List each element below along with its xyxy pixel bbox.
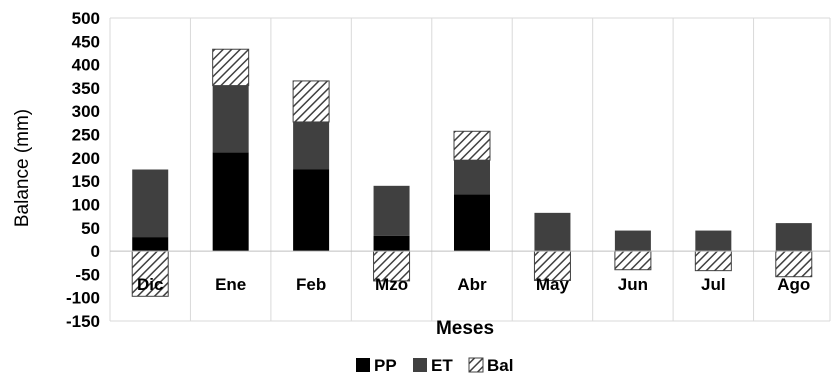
y-tick-label: 0 [91,242,100,261]
y-tick-label: 250 [72,126,100,145]
y-tick-label: 500 [72,9,100,28]
y-tick-label: 150 [72,172,100,191]
y-tick-label: -100 [66,289,100,308]
bar-bal-ago [775,250,813,278]
bar-bal-abr [453,130,491,161]
bar-pp-mzo [373,235,410,252]
bar-et-may [534,212,571,252]
x-tick-label: Mzo [375,275,408,294]
x-tick-label: Ene [215,275,246,294]
y-tick-label: 200 [72,149,100,168]
y-tick-label: -50 [75,265,100,284]
legend-swatch-bal [468,357,484,373]
y-tick-label: 450 [72,32,100,51]
x-axis-title: Meses [436,318,494,339]
x-tick-label: Feb [296,275,326,294]
x-tick-label: Abr [457,275,487,294]
x-tick-label: May [536,275,570,294]
legend-label-et: ET [431,356,453,375]
bar-pp-dic [132,237,169,252]
x-tick-label: Jul [701,275,726,294]
y-tick-label: 100 [72,195,100,214]
bar-et-jun [614,230,651,252]
legend: PP ET Bal [356,356,513,375]
legend-label-pp: PP [374,356,397,375]
bar-et-jul [695,230,732,252]
legend-label-bal: Bal [487,356,513,375]
grid-lines [109,17,831,322]
bar-bal-jun [614,250,652,271]
bar-et-ene [212,85,249,153]
bar-pp-abr [454,194,490,252]
bar-bal-feb [292,80,330,123]
x-tick-label: Ago [777,275,810,294]
y-tick-label: 400 [72,56,100,75]
bars [110,48,830,297]
y-axis-ticks: 500450400350300250200150100500-50-100-15… [66,9,100,331]
x-tick-label: Jun [618,275,648,294]
bar-pp-ene [212,152,249,252]
bar-bal-jul [694,250,732,272]
x-axis-ticks: Dic Ene Feb Mzo Abr May Jun Jul Ago [137,275,810,294]
y-tick-label: 50 [81,219,100,238]
bar-bal-dic [131,250,169,297]
y-tick-label: 350 [72,79,100,98]
bar-et-abr [454,160,490,195]
bar-et-ago [775,223,812,252]
bar-et-mzo [373,185,410,236]
legend-swatch-pp [356,358,370,372]
legend-swatch-et [413,358,427,372]
bar-et-feb [293,121,330,170]
y-tick-label: 300 [72,102,100,121]
bar-pp-feb [293,169,330,252]
x-tick-label: Dic [137,275,163,294]
y-tick-label: -150 [66,312,100,331]
y-axis-title: Balance (mm) [12,109,33,227]
bar-bal-ene [212,48,250,87]
bar-et-dic [132,169,169,238]
